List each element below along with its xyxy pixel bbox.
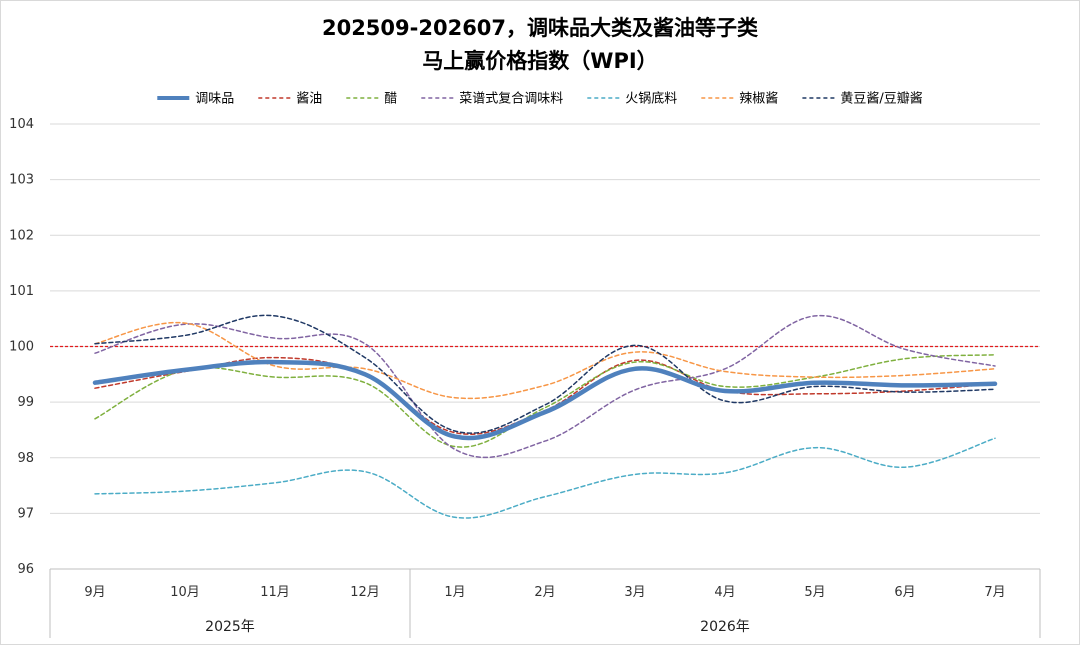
y-tick-label: 102 [9,228,34,243]
y-tick-label: 103 [9,173,34,188]
series-line-0 [92,359,998,441]
legend-label: 醋 [384,91,397,107]
chart-title-line2: 马上赢价格指数（WPI） [422,49,657,73]
x-tick-label: 10月 [170,585,200,600]
legend-item-1: 酱油 [258,92,322,107]
x-tick-label: 9月 [84,585,105,600]
legend-item-2: 醋 [346,91,397,107]
x-tick-label: 12月 [350,585,380,600]
legend-label: 火锅底料 [625,91,677,107]
series-line-5 [94,321,996,400]
x-tick-label: 3月 [624,585,645,600]
legend-item-5: 辣椒酱 [701,92,778,107]
y-tick-label: 104 [9,117,34,132]
legend: 调味品 酱油 醋 菜谱式复合调味料 火锅底料 辣椒酱 黄豆酱/豆瓣酱 [157,91,923,107]
legend-item-4: 火锅底料 [587,91,677,107]
x-axis-ticks: 9月 10月 11月 12月 1月 2月 3月 4月 5月 6月 7月 [84,585,1005,600]
y-tick-label: 99 [17,395,34,410]
legend-label: 调味品 [195,92,234,107]
x-axis-table [49,568,1041,638]
legend-label: 菜谱式复合调味料 [459,92,563,107]
x-axis-years: 2025年 2026年 [205,619,750,635]
x-tick-label: 5月 [804,585,825,600]
y-tick-label: 100 [9,340,34,355]
y-tick-label: 98 [17,451,34,466]
legend-item-3: 菜谱式复合调味料 [421,92,563,107]
legend-label: 辣椒酱 [739,92,778,107]
y-tick-label: 101 [9,284,34,299]
series-line-3 [94,314,996,459]
x-tick-label: 2月 [534,585,555,600]
x-tick-label: 7月 [984,585,1005,600]
chart-title-line1: 202509-202607，调味品大类及酱油等子类 [322,16,759,40]
series-line-6 [94,314,996,434]
series-line-2 [94,354,996,448]
x-tick-label: 1月 [444,585,465,600]
legend-label: 酱油 [296,92,322,107]
x-tick-label: 6月 [894,585,915,600]
x-tick-label: 11月 [260,585,290,600]
series-line-4 [94,437,996,519]
y-axis-ticks: 96 97 98 99 100 101 102 103 104 [9,117,34,577]
legend-item-6: 黄豆酱/豆瓣酱 [802,92,923,107]
y-tick-label: 97 [17,506,34,521]
series-lines [92,314,998,519]
x-tick-label: 4月 [714,585,735,600]
year-label: 2026年 [700,619,750,635]
legend-label: 黄豆酱/豆瓣酱 [840,92,922,107]
legend-item-0: 调味品 [157,92,234,107]
year-label: 2025年 [205,619,255,635]
y-tick-label: 96 [17,562,34,577]
